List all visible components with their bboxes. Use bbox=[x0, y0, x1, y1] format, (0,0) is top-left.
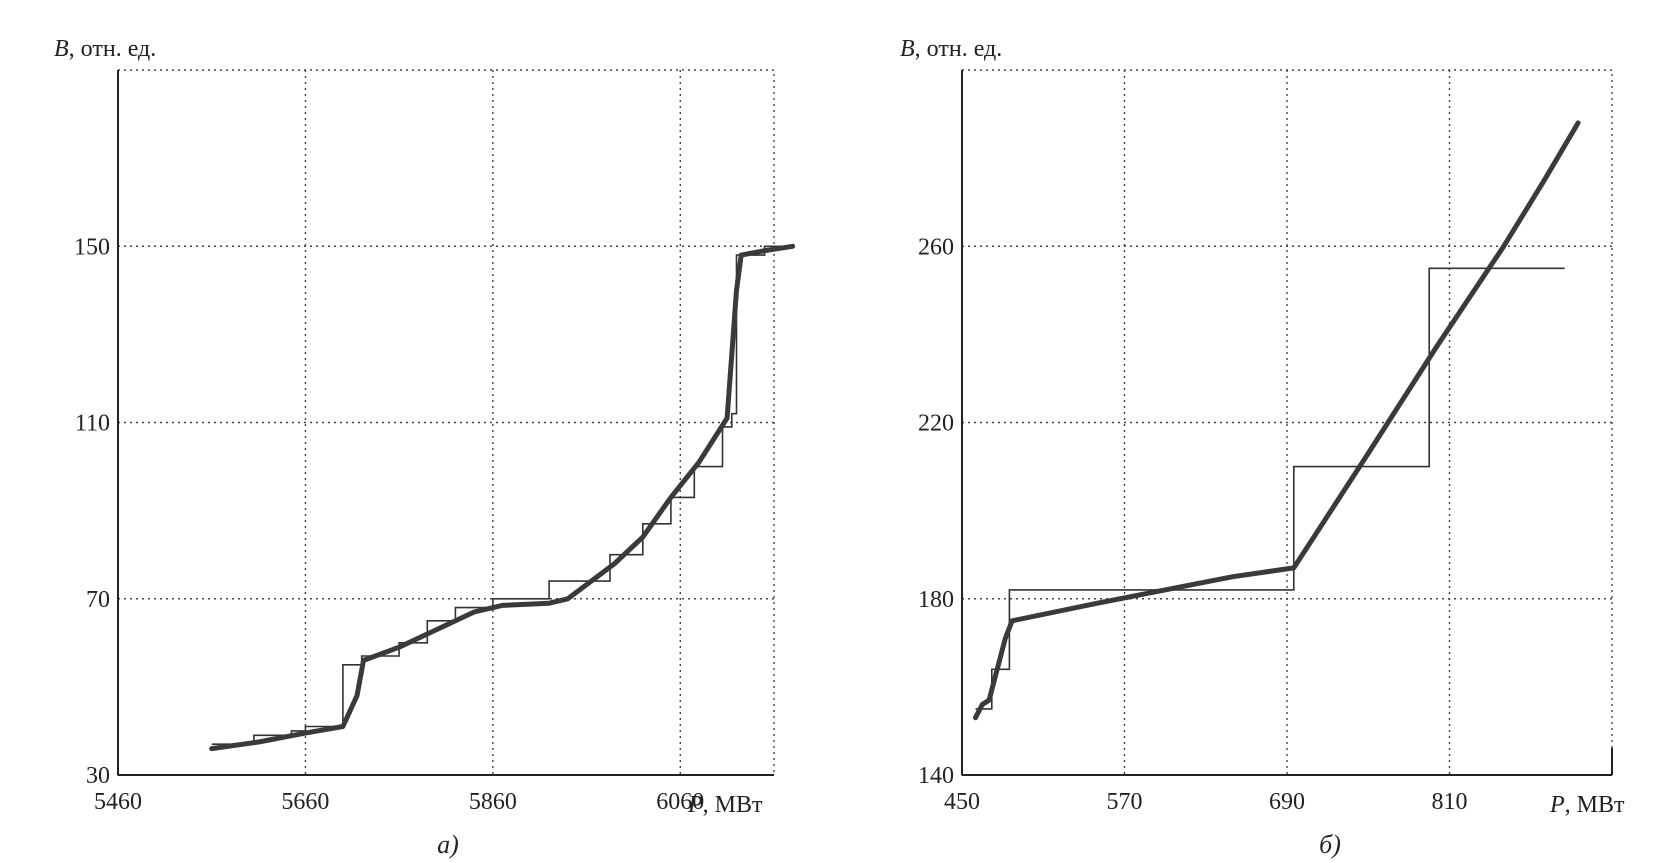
panel-caption-b: б) bbox=[1319, 830, 1341, 859]
y-tick-label-b: 140 bbox=[918, 763, 954, 789]
x-tick-label-a: 6060 bbox=[656, 789, 704, 815]
x-tick-label-a: 5660 bbox=[281, 789, 329, 815]
plot-frame-a bbox=[117, 69, 775, 776]
x-tick-label-b: 570 bbox=[1107, 789, 1143, 815]
y-tick-label-a: 150 bbox=[74, 234, 110, 260]
grid-b bbox=[962, 70, 1612, 775]
chart-panel-a: 5460 5660 5860 6060 30 70 110 150 B, отн. ед. P… bbox=[54, 36, 796, 859]
curve-line-a bbox=[209, 243, 796, 752]
x-axis-label-a: P, МВт bbox=[687, 792, 763, 818]
y-tick-label-b: 180 bbox=[918, 587, 954, 613]
y-tick-label-b: 220 bbox=[918, 411, 954, 437]
y-axis-label-a: B, отн. ед. bbox=[54, 36, 156, 62]
y-tick-label-b: 260 bbox=[918, 234, 954, 260]
y-tick-label-a: 30 bbox=[86, 763, 110, 789]
x-tick-label-b: 690 bbox=[1269, 789, 1305, 815]
tick-labels-b: 450 570 690 810 140 180 220 260 bbox=[918, 234, 1468, 815]
x-tick-label-b: 810 bbox=[1432, 789, 1468, 815]
x-tick-label-a: 5860 bbox=[469, 789, 517, 815]
y-tick-label-a: 110 bbox=[75, 411, 110, 437]
curve-line-b bbox=[973, 120, 1581, 721]
chart-panel-b: 450 570 690 810 140 180 220 260 B, отн. ед. P, … bbox=[900, 36, 1625, 859]
panel-caption-a: а) bbox=[437, 830, 459, 859]
x-tick-label-b: 450 bbox=[944, 789, 980, 815]
step-line-a bbox=[211, 245, 793, 745]
series-b bbox=[973, 120, 1581, 721]
tick-labels-a: 5460 5660 5860 6060 30 70 110 150 bbox=[74, 234, 704, 815]
series-a bbox=[209, 243, 796, 752]
grid-a bbox=[118, 70, 774, 775]
y-tick-label-a: 70 bbox=[86, 587, 110, 613]
x-tick-label-a: 5460 bbox=[94, 789, 142, 815]
x-axis-label-b: P, МВт bbox=[1549, 792, 1625, 818]
step-line-b bbox=[975, 267, 1565, 710]
y-axis-label-b: B, отн. ед. bbox=[900, 36, 1002, 62]
